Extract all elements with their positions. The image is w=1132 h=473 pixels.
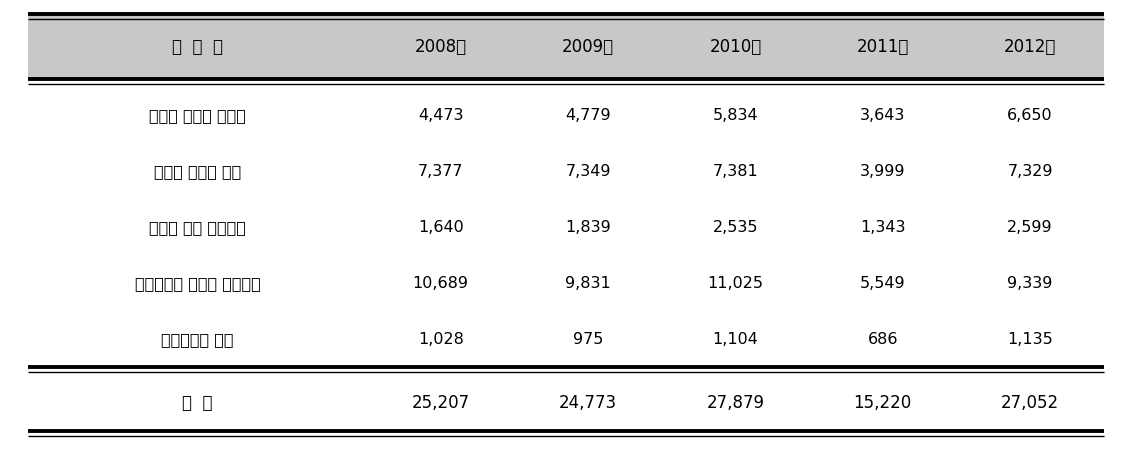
Bar [367,376,514,431]
Text: 1,839: 1,839 [565,220,611,235]
Text: 27,879: 27,879 [706,394,764,412]
Bar [28,200,367,255]
Bar [514,255,662,311]
Text: 27,052: 27,052 [1001,394,1060,412]
Bar [662,200,809,255]
Text: 686: 686 [867,332,898,347]
Bar [662,14,809,79]
Bar [28,255,367,311]
Bar [367,144,514,200]
Bar [662,311,809,367]
Bar [809,311,957,367]
Bar [809,144,957,200]
Text: 4,473: 4,473 [418,108,463,123]
Bar [662,88,809,144]
Bar [809,376,957,431]
Bar [367,255,514,311]
Text: 2009년: 2009년 [561,38,614,56]
Text: 2,599: 2,599 [1007,220,1053,235]
Bar [809,200,957,255]
Bar [367,200,514,255]
Bar [367,311,514,367]
Bar [28,376,367,431]
Bar [28,311,367,367]
Bar [28,144,367,200]
Text: 2008년: 2008년 [414,38,466,56]
Text: 9,831: 9,831 [565,276,611,291]
Bar [957,311,1104,367]
Text: 11,025: 11,025 [708,276,763,291]
Text: 2011년: 2011년 [857,38,909,56]
Text: 7,329: 7,329 [1007,164,1053,179]
Text: 2012년: 2012년 [1004,38,1056,56]
Text: 2010년: 2010년 [710,38,762,56]
Bar [367,14,514,79]
Text: 1,640: 1,640 [418,220,464,235]
Bar [957,255,1104,311]
Text: 3,999: 3,999 [860,164,906,179]
Text: 5,549: 5,549 [860,276,906,291]
Bar [809,88,957,144]
Text: 9,339: 9,339 [1007,276,1053,291]
Text: 4,779: 4,779 [565,108,611,123]
Bar [957,144,1104,200]
Text: 3,643: 3,643 [860,108,906,123]
Text: 10,689: 10,689 [413,276,469,291]
Text: 1,135: 1,135 [1007,332,1053,347]
Text: 2,535: 2,535 [713,220,758,235]
Text: 6,650: 6,650 [1007,108,1053,123]
Bar [367,88,514,144]
Bar [662,255,809,311]
Bar [514,14,662,79]
Text: 5,834: 5,834 [712,108,758,123]
Text: 7,377: 7,377 [418,164,463,179]
Bar [28,88,367,144]
Text: 장  치  명: 장 치 명 [172,38,223,56]
Bar [514,88,662,144]
Text: 충  계: 충 계 [182,394,213,412]
Text: 7,381: 7,381 [712,164,758,179]
Text: 1,028: 1,028 [418,332,464,347]
Text: 25,207: 25,207 [412,394,470,412]
Text: 975: 975 [573,332,603,347]
Bar [809,255,957,311]
Text: 진단용 엑스선 장치: 진단용 엑스선 장치 [154,164,241,179]
Bar [28,14,367,79]
Bar [662,144,809,200]
Text: 15,220: 15,220 [854,394,912,412]
Bar [957,14,1104,79]
Text: 1,104: 1,104 [712,332,758,347]
Bar [957,88,1104,144]
Bar [514,376,662,431]
Bar [957,376,1104,431]
Text: 유방촬영용 장치: 유방촬영용 장치 [162,332,234,347]
Bar [514,144,662,200]
Bar [957,200,1104,255]
Text: 7,349: 7,349 [565,164,611,179]
Text: 전산화 단층 촬영장치: 전산화 단층 촬영장치 [149,220,246,235]
Bar [514,200,662,255]
Bar [809,14,957,79]
Text: 진단용 엑스선 발생기: 진단용 엑스선 발생기 [149,108,246,123]
Bar [514,311,662,367]
Bar [662,376,809,431]
Text: 치과진단용 엑스선 발생장치: 치과진단용 엑스선 발생장치 [135,276,260,291]
Text: 1,343: 1,343 [860,220,906,235]
Text: 24,773: 24,773 [559,394,617,412]
